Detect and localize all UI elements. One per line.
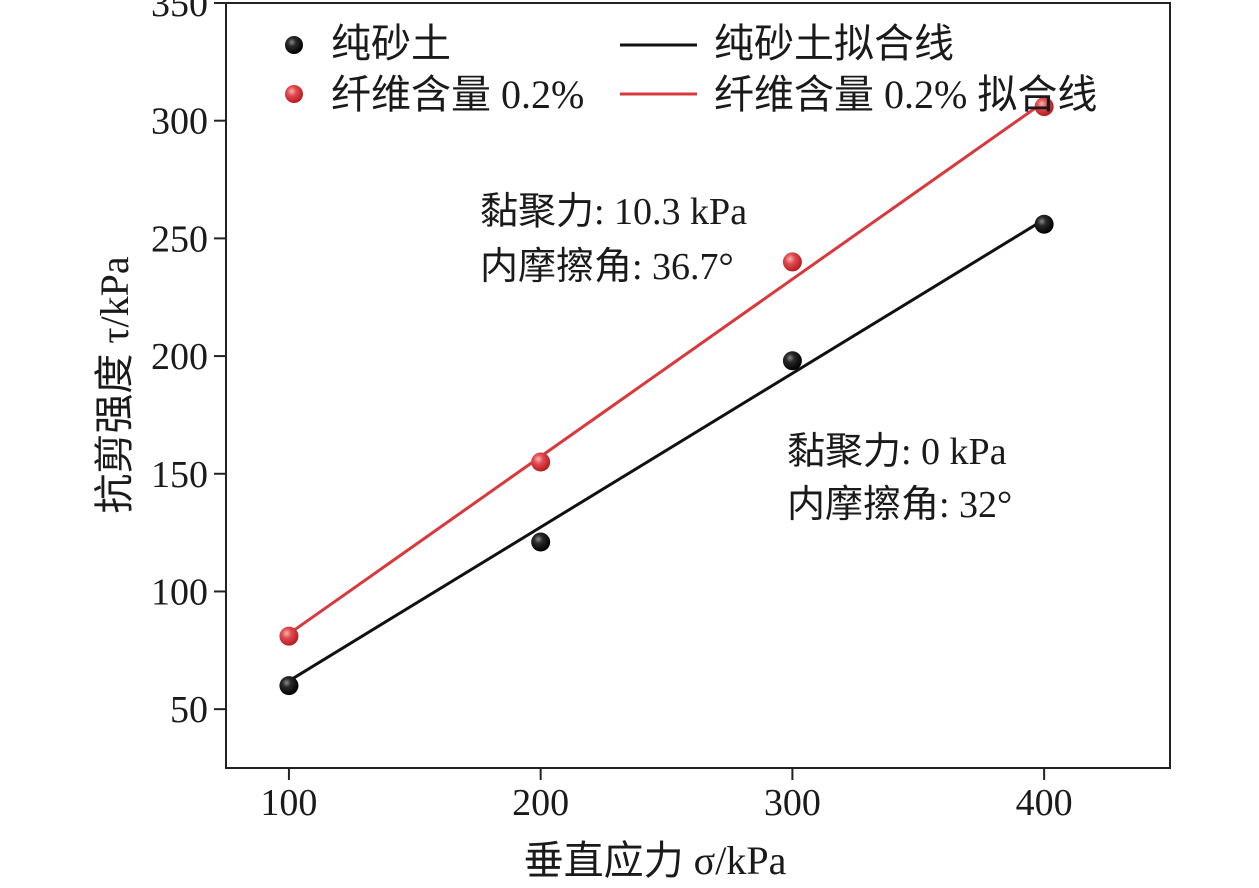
legend: 纯砂土 纤维含量 0.2% 纯砂土拟合线 纤维含量 0.2% 拟合线 xyxy=(285,21,1097,117)
point-fiber xyxy=(782,252,802,272)
annotation-fiber-friction: 内摩擦角: 36.7° xyxy=(480,246,734,288)
point-fiber xyxy=(1034,97,1054,117)
y-tick-label: 300 xyxy=(151,101,208,143)
x-tick-label: 100 xyxy=(260,782,317,824)
point-pure-sand xyxy=(1034,214,1054,234)
data-points xyxy=(279,97,1054,696)
x-axis-title: 垂直应力 σ/kPa xyxy=(524,838,787,883)
legend-marker-pure-sand xyxy=(285,36,303,54)
legend-label-pure-sand: 纯砂土 xyxy=(331,21,451,66)
fit-line-pure-sand xyxy=(288,218,1045,683)
annotation-pure-sand-cohesion: 黏聚力: 0 kPa xyxy=(787,431,1007,473)
x-tick-label: 200 xyxy=(512,782,569,824)
annotation-pure-sand: 黏聚力: 0 kPa 内摩擦角: 32° xyxy=(787,431,1012,526)
legend-label-pure-sand-fit: 纯砂土拟合线 xyxy=(714,21,954,66)
annotation-fiber-cohesion: 黏聚力: 10.3 kPa xyxy=(480,191,747,233)
y-axis-title: 抗剪强度 τ/kPa xyxy=(92,256,137,513)
point-pure-sand xyxy=(782,351,802,371)
legend-label-fiber-fit: 纤维含量 0.2% 拟合线 xyxy=(714,72,1097,117)
y-tick-label: 250 xyxy=(151,218,208,260)
x-tick-label: 400 xyxy=(1016,782,1073,824)
fit-line-fiber xyxy=(288,100,1045,636)
point-fiber xyxy=(279,626,299,646)
x-tick-label: 300 xyxy=(764,782,821,824)
legend-marker-fiber xyxy=(285,85,303,103)
y-tick-label: 50 xyxy=(170,689,208,731)
point-pure-sand xyxy=(279,676,299,696)
point-fiber xyxy=(531,452,551,472)
y-tick-label: 100 xyxy=(151,571,208,613)
plot-frame xyxy=(225,2,1171,769)
point-pure-sand xyxy=(531,532,551,552)
y-tick-label: 200 xyxy=(151,336,208,378)
fit-lines xyxy=(288,100,1045,683)
legend-label-fiber: 纤维含量 0.2% xyxy=(331,72,584,117)
annotation-fiber: 黏聚力: 10.3 kPa 内摩擦角: 36.7° xyxy=(480,191,747,288)
y-tick-label: 150 xyxy=(151,454,208,496)
annotation-pure-sand-friction: 内摩擦角: 32° xyxy=(787,484,1012,526)
y-axis: 50 100 150 200 250 300 350 xyxy=(151,0,226,731)
x-axis: 100 200 300 400 xyxy=(260,768,1073,824)
y-tick-label: 350 xyxy=(151,0,208,25)
